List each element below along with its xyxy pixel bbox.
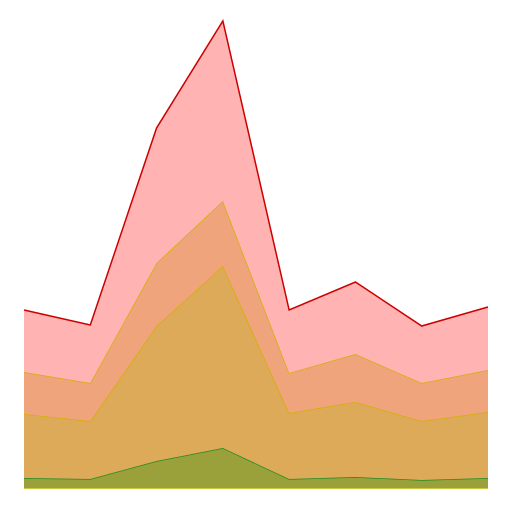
area-series-3 xyxy=(24,201,488,421)
area-series-2 xyxy=(24,266,488,480)
series-line-4 xyxy=(23,19,489,327)
area-series-4 xyxy=(24,21,488,383)
